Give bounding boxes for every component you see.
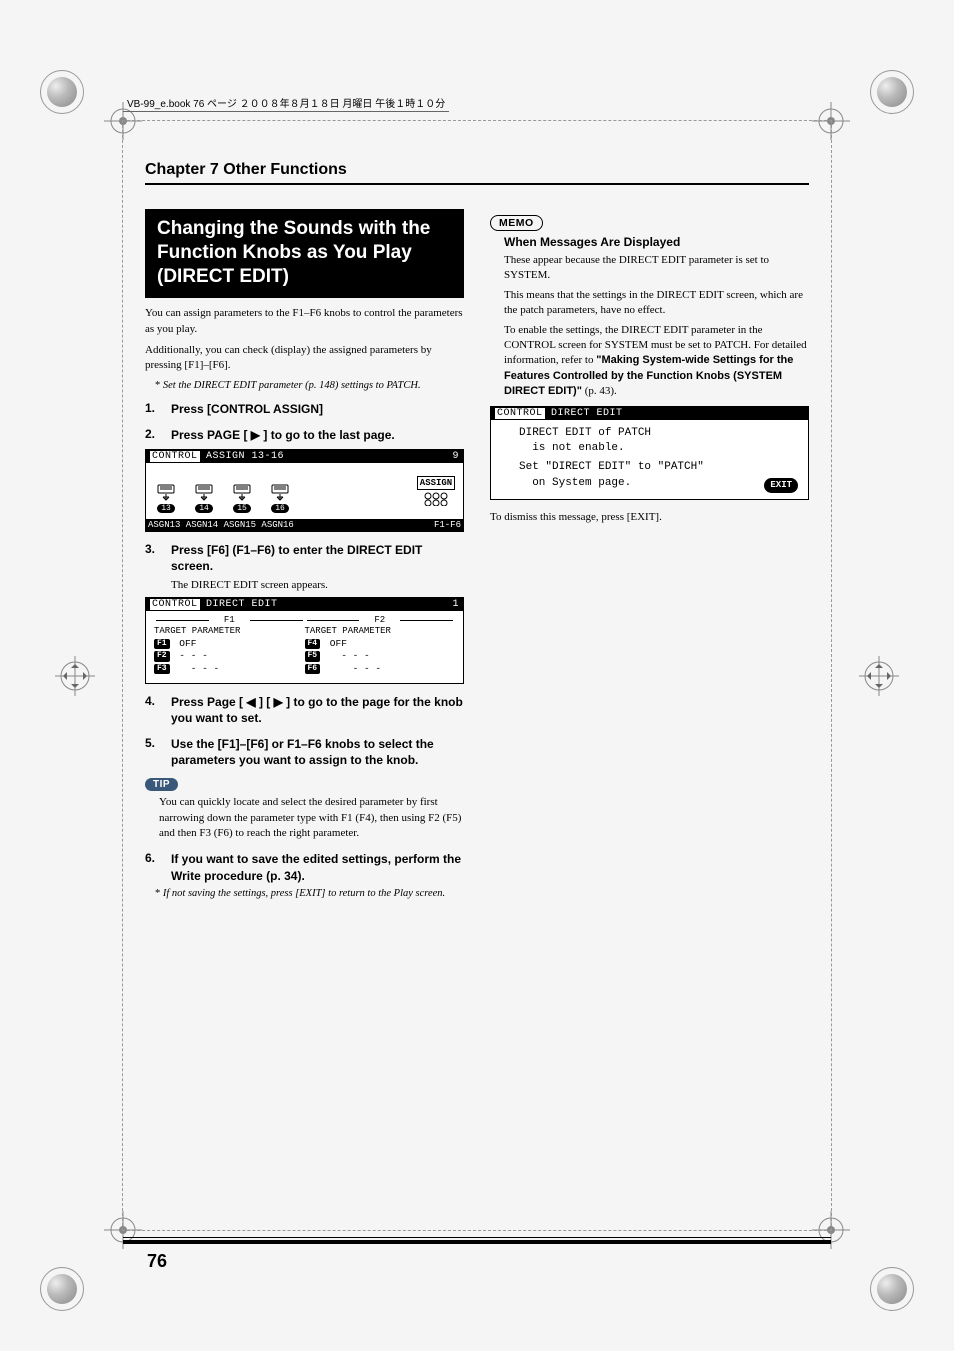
step-number: 1. [145, 401, 161, 417]
note-patch-setting: Set the DIRECT EDIT parameter (p. 148) s… [145, 380, 464, 391]
step-6: 6. If you want to save the edited settin… [145, 851, 464, 883]
corner-mark-tr [870, 70, 914, 114]
lcd-header-right: 1 [452, 599, 459, 610]
step-text: If you want to save the edited settings,… [171, 851, 464, 883]
lcd-body: F1 F2 TARGET PARAMETER TARGET PARAMETER … [146, 611, 463, 683]
msg-line3: Set "DIRECT EDIT" to "PATCH" [519, 460, 798, 475]
book-tag: VB-99_e.book 76 ページ ２００８年８月１８日 月曜日 午後１時１… [123, 94, 449, 112]
step-number: 3. [145, 542, 161, 574]
footer-right: F1-F6 [434, 520, 461, 530]
content-frame: VB-99_e.book 76 ページ ２００８年８月１８日 月曜日 午後１時１… [122, 120, 832, 1231]
assign-side: ASSIGN [413, 465, 459, 517]
subheader-1: TARGET PARAMETER [154, 626, 305, 638]
direct-row: F5 - - - [305, 650, 456, 662]
msg-p3: To enable the settings, the DIRECT EDIT … [504, 323, 809, 400]
direct-row: F3 - - - [154, 663, 305, 675]
lcd-header-left: CONTROL [150, 599, 200, 610]
page-number: 76 [147, 1251, 167, 1272]
left-column: Changing the Sounds with the Function Kn… [145, 209, 464, 907]
assign-icon-15: 15 [228, 484, 256, 513]
step-text: Press [F6] (F1–F6) to enter the DIRECT E… [171, 542, 464, 574]
tip-text: You can quickly locate and select the de… [159, 795, 464, 841]
lcd-direct-edit-screen: CONTROL DIRECT EDIT 1 F1 F2 TARGET PARAM… [145, 597, 464, 684]
direct-row: F1 OFF [154, 638, 305, 650]
footer-rule [123, 1240, 831, 1244]
lcd-msg-body: DIRECT EDIT of PATCH is not enable. Set … [491, 420, 808, 500]
right-column: MEMO When Messages Are Displayed These a… [490, 209, 809, 907]
step-3-sub: The DIRECT EDIT screen appears. [171, 579, 464, 591]
step-1: 1. Press [CONTROL ASSIGN] [145, 401, 464, 417]
step-text: Press Page [ ◀ ] [ ▶ ] to go to the page… [171, 694, 464, 726]
corner-mark-br [870, 1267, 914, 1311]
subheader-2: TARGET PARAMETER [305, 626, 456, 638]
direct-right-rows: F4 OFFF5 - - -F6 - - - [305, 638, 456, 675]
intro-p1: You can assign parameters to the F1–F6 k… [145, 306, 464, 337]
step-text: Use the [F1]–[F6] or F1–F6 knobs to sele… [171, 736, 464, 768]
lcd-header-mid: ASSIGN 13-16 [206, 451, 284, 462]
direct-row: F6 - - - [305, 663, 456, 675]
dismiss-note: To dismiss this message, press [EXIT]. [490, 510, 809, 525]
lcd-footer: ASGN13 ASGN14 ASGN15 ASGN16 F1-F6 [146, 519, 463, 531]
step-text: Press [CONTROL ASSIGN] [171, 401, 323, 417]
step-4: 4. Press Page [ ◀ ] [ ▶ ] to go to the p… [145, 694, 464, 726]
exit-button-label: EXIT [764, 478, 798, 493]
msg-line1: DIRECT EDIT of PATCH [519, 426, 798, 441]
page-wrapper: VB-99_e.book 76 ページ ２００８年８月１８日 月曜日 午後１時１… [0, 0, 954, 1351]
lcd-header: CONTROL DIRECT EDIT [491, 407, 808, 420]
step-number: 4. [145, 694, 161, 726]
msg-line4: on System page. [519, 476, 798, 491]
final-note: If not saving the settings, press [EXIT]… [145, 888, 464, 899]
corner-mark-bl [40, 1267, 84, 1311]
tip-badge: TIP [145, 778, 178, 791]
lcd-header-left: CONTROL [150, 451, 200, 462]
memo-badge: MEMO [490, 215, 543, 231]
lcd-header-right: 9 [452, 451, 459, 462]
col-label-f1: F1 [154, 615, 305, 627]
chapter-title: Chapter 7 Other Functions [145, 161, 809, 185]
direct-left-rows: F1 OFFF2 - - -F3 - - - [154, 638, 305, 675]
step-2: 2. Press PAGE [ ▶ ] to go to the last pa… [145, 427, 464, 443]
step-number: 5. [145, 736, 161, 768]
assign-side-button: ASSIGN [417, 476, 455, 490]
msg-heading: When Messages Are Displayed [504, 235, 809, 249]
assign-icon-16: 16 [266, 484, 294, 513]
registration-side-left [55, 656, 95, 696]
msg-p2: This means that the settings in the DIRE… [504, 288, 809, 319]
corner-mark-tl [40, 70, 84, 114]
direct-row: F2 - - - [154, 650, 305, 662]
lcd-header: CONTROL DIRECT EDIT 1 [146, 598, 463, 611]
step-text: Press PAGE [ ▶ ] to go to the last page. [171, 427, 395, 443]
intro-p2: Additionally, you can check (display) th… [145, 343, 464, 374]
assign-icons: 13 14 15 16 [150, 465, 296, 517]
assign-icon-13: 13 [152, 484, 180, 513]
registration-side-right [859, 656, 899, 696]
lcd-body: 13 14 15 16 ASSIGN [146, 463, 463, 519]
lcd-message-screen: CONTROL DIRECT EDIT DIRECT EDIT of PATCH… [490, 406, 809, 501]
two-column-layout: Changing the Sounds with the Function Kn… [145, 209, 809, 907]
knobs-icon [423, 492, 449, 506]
lcd-header-mid: DIRECT EDIT [551, 408, 623, 419]
lcd-header-mid: DIRECT EDIT [206, 599, 278, 610]
direct-row: F4 OFF [305, 638, 456, 650]
msg-p1: These appear because the DIRECT EDIT par… [504, 253, 809, 284]
msg-line2: is not enable. [519, 441, 798, 456]
step-3: 3. Press [F6] (F1–F6) to enter the DIREC… [145, 542, 464, 574]
lcd-header-left: CONTROL [495, 408, 545, 419]
main-heading: Changing the Sounds with the Function Kn… [145, 209, 464, 298]
assign-icon-14: 14 [190, 484, 218, 513]
step-5: 5. Use the [F1]–[F6] or F1–F6 knobs to s… [145, 736, 464, 768]
lcd-assign-screen: CONTROL ASSIGN 13-16 9 13 14 15 16 ASSIGN A… [145, 449, 464, 532]
col-label-f2: F2 [305, 615, 456, 627]
p3c: (p. 43). [582, 385, 617, 397]
step-number: 6. [145, 851, 161, 883]
footer-left: ASGN13 ASGN14 ASGN15 ASGN16 [148, 520, 294, 530]
footer-rule-thin [123, 1237, 831, 1238]
lcd-header: CONTROL ASSIGN 13-16 9 [146, 450, 463, 463]
step-number: 2. [145, 427, 161, 443]
